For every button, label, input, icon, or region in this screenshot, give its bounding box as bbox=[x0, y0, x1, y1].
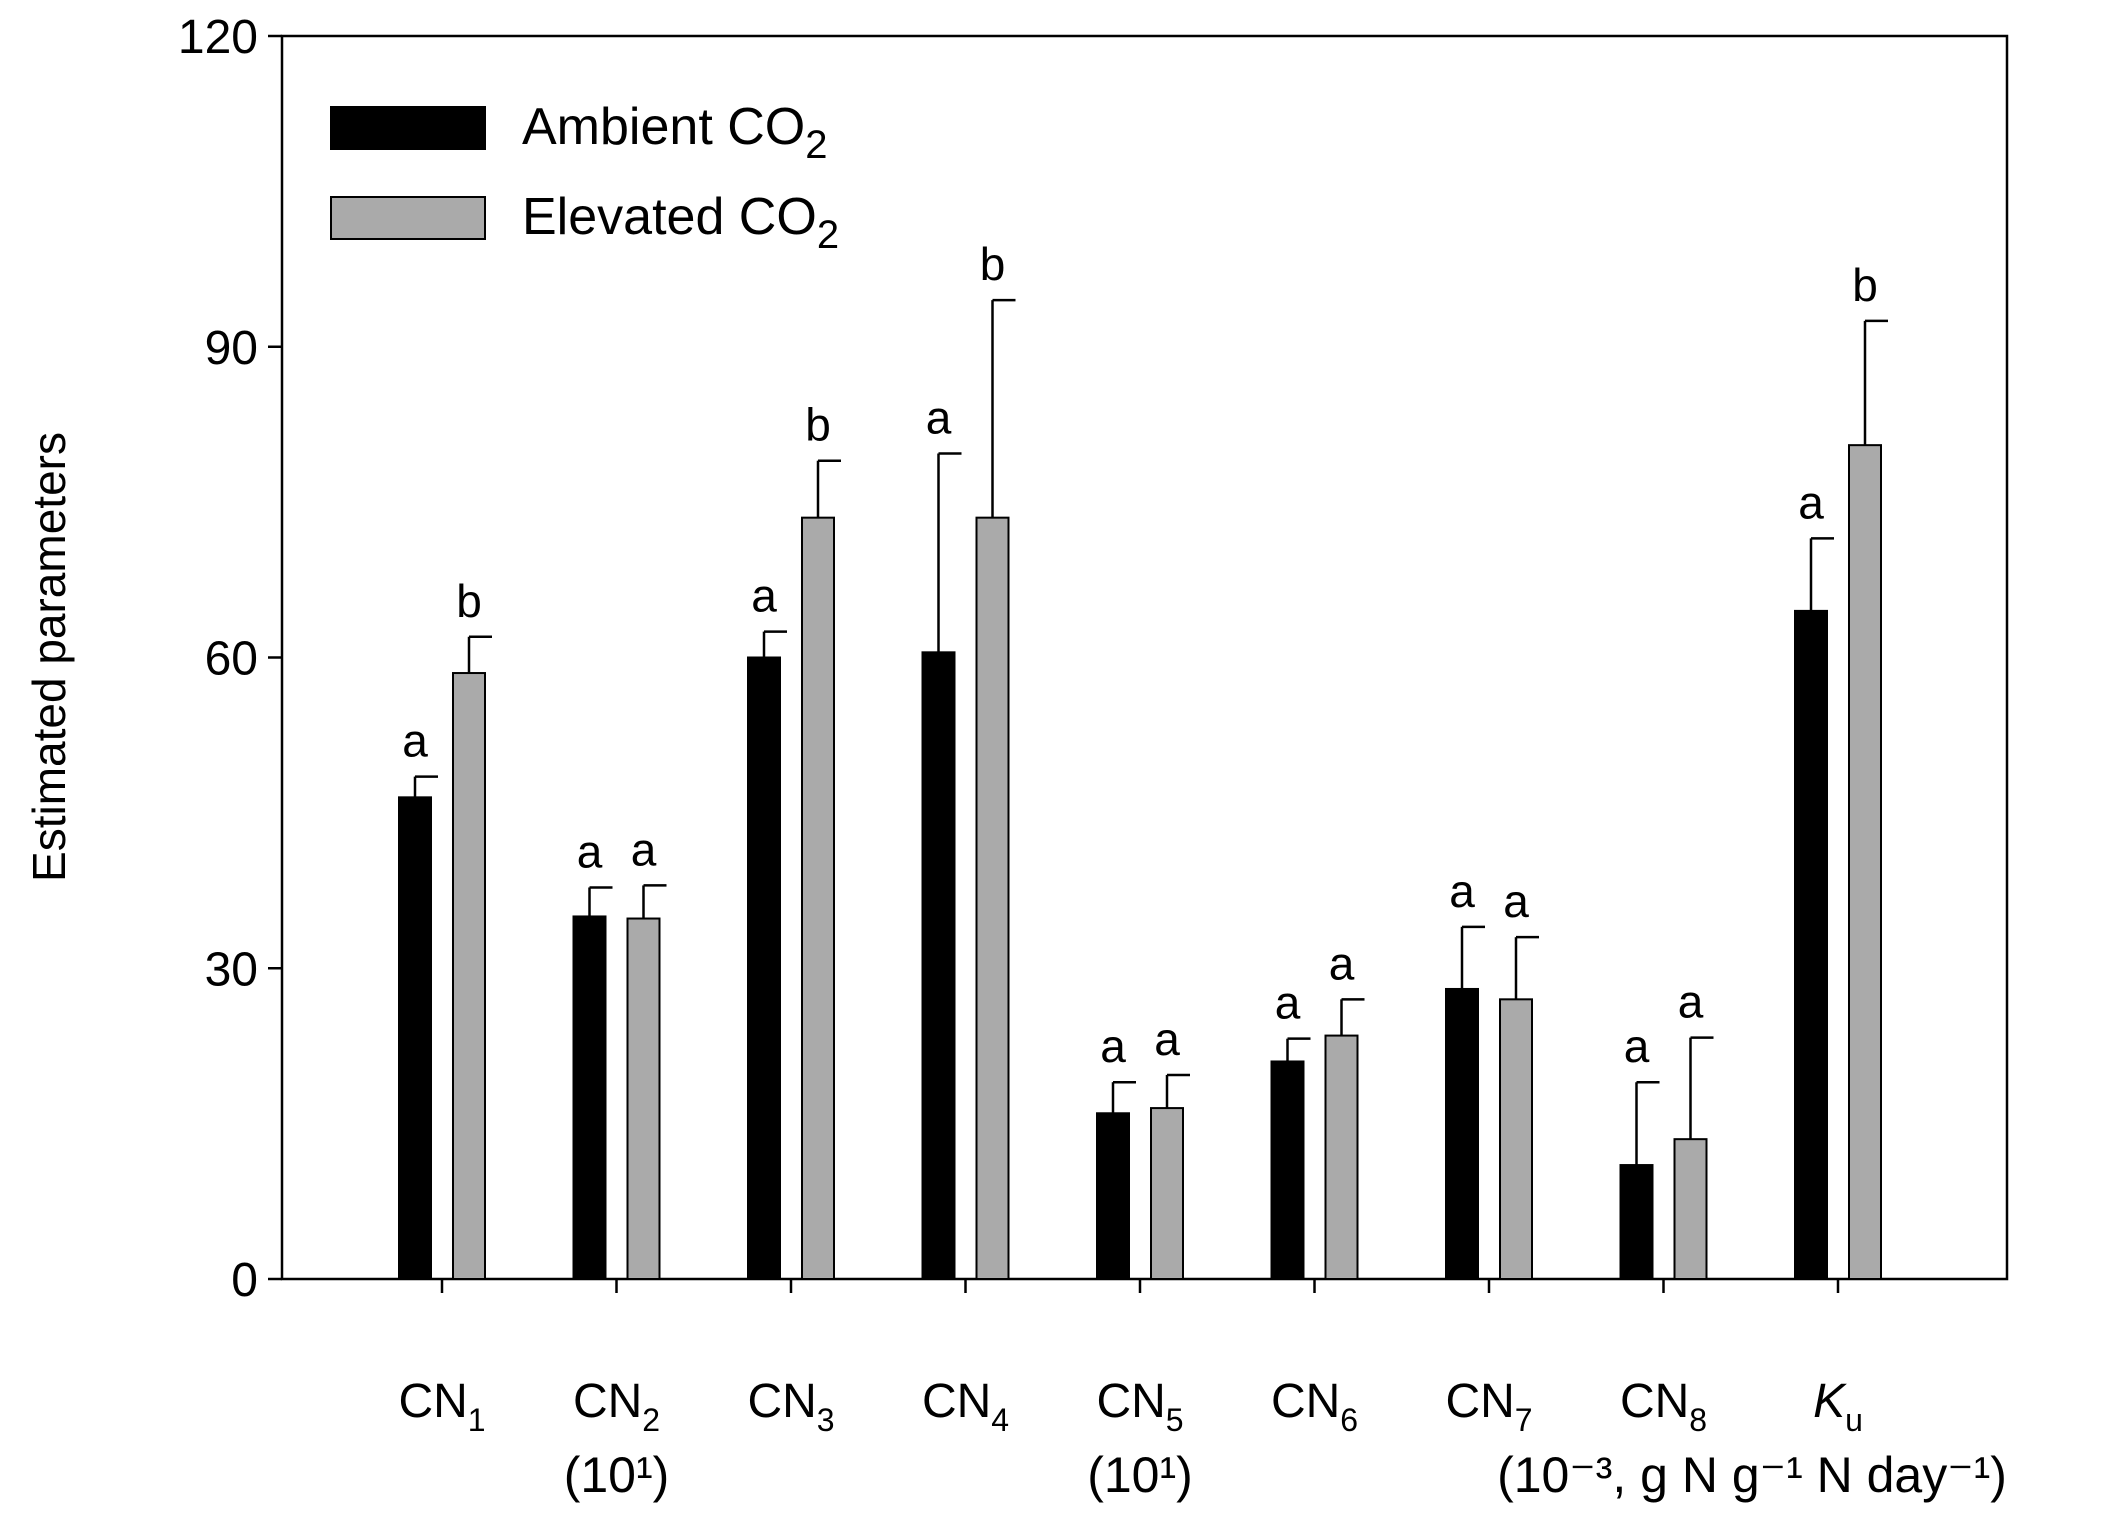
bar-group-ambient: a bbox=[1619, 1020, 1660, 1281]
bar-group-elevated: b bbox=[801, 399, 841, 1280]
y-tick-label: 120 bbox=[178, 11, 258, 64]
bar-group-ambient: a bbox=[1096, 1020, 1136, 1281]
bar-group-ambient: a bbox=[747, 570, 787, 1280]
x-tick-label: CN5 bbox=[1096, 1375, 1183, 1438]
significance-letter: b bbox=[805, 399, 831, 451]
x-tick-label: CN1 bbox=[398, 1375, 485, 1438]
bar bbox=[1619, 1164, 1654, 1281]
x-tick-label: CN8 bbox=[1620, 1375, 1707, 1438]
bar-group-ambient: a bbox=[921, 391, 962, 1280]
bar-group-ambient: a bbox=[1270, 977, 1311, 1280]
bar-group-elevated: a bbox=[1324, 937, 1365, 1281]
bar bbox=[1673, 1138, 1708, 1280]
significance-letter: a bbox=[1624, 1020, 1650, 1072]
significance-letter: a bbox=[1275, 977, 1301, 1029]
significance-letter: a bbox=[1449, 865, 1475, 917]
y-axis: 0 30 60 90 120 bbox=[178, 11, 282, 1307]
significance-letter: a bbox=[402, 715, 428, 767]
significance-letter: a bbox=[751, 570, 777, 622]
significance-letter: a bbox=[1678, 976, 1704, 1028]
x-tick-scale-note: (10¹) bbox=[564, 1447, 670, 1503]
x-tick-label: CN2 bbox=[573, 1375, 660, 1438]
bar-group-elevated: a bbox=[1150, 1013, 1190, 1281]
legend-label: Elevated CO2 bbox=[522, 188, 839, 257]
significance-letter: a bbox=[1798, 476, 1824, 528]
y-axis-label: Estimated parameters bbox=[23, 432, 75, 882]
legend-swatch bbox=[330, 196, 486, 240]
bar bbox=[975, 516, 1010, 1280]
y-tick-label: 60 bbox=[205, 633, 258, 686]
significance-letter: b bbox=[1852, 259, 1878, 311]
bar bbox=[1324, 1034, 1359, 1281]
bar-group-elevated: b bbox=[1848, 259, 1888, 1280]
legend-item-elevated: Elevated CO2 bbox=[330, 188, 839, 257]
legend-label: Ambient CO2 bbox=[522, 98, 827, 167]
x-tick-label: CN6 bbox=[1271, 1375, 1358, 1438]
bar-group-elevated: a bbox=[1673, 976, 1714, 1280]
bar-group-elevated: b bbox=[975, 238, 1016, 1280]
y-tick-label: 90 bbox=[205, 322, 258, 375]
significance-letter: a bbox=[1503, 875, 1529, 927]
bar bbox=[1794, 609, 1828, 1280]
bar bbox=[1848, 444, 1882, 1280]
bar bbox=[626, 917, 661, 1281]
bar bbox=[801, 516, 835, 1280]
significance-letter: a bbox=[1329, 937, 1355, 989]
significance-letter: a bbox=[1154, 1013, 1180, 1065]
y-tick-label: 30 bbox=[205, 943, 258, 996]
x-tick-label: Ku bbox=[1813, 1375, 1863, 1438]
significance-letter: a bbox=[631, 823, 657, 875]
significance-letter: a bbox=[1100, 1020, 1126, 1072]
bar-group-ambient: a bbox=[1445, 865, 1485, 1280]
legend-swatch bbox=[330, 106, 486, 150]
bar bbox=[921, 651, 956, 1280]
significance-letter: b bbox=[456, 575, 482, 627]
bar bbox=[572, 915, 607, 1280]
bar-group-ambient: a bbox=[398, 715, 438, 1281]
x-tick-scale-note: (10¹) bbox=[1087, 1447, 1193, 1503]
bar-group-ambient: a bbox=[572, 825, 613, 1280]
bar-group-elevated: b bbox=[452, 575, 492, 1280]
x-axis-labels: CN1 CN2 (10¹) CN3 CN4 CN5 (10¹) CN6 CN7 CN8 Ku bbox=[398, 1279, 1863, 1503]
significance-letter: a bbox=[926, 391, 952, 443]
bar bbox=[1096, 1112, 1130, 1281]
y-tick-label: 0 bbox=[231, 1254, 258, 1307]
x-axis-unit-note: (10⁻³, g N g⁻¹ N day⁻¹) bbox=[1497, 1447, 2007, 1503]
bar-group-ambient: a bbox=[1794, 476, 1834, 1280]
x-tick-label: CN3 bbox=[747, 1375, 834, 1438]
x-tick-label: CN7 bbox=[1445, 1375, 1532, 1438]
significance-letter: b bbox=[980, 238, 1006, 290]
bar bbox=[1499, 998, 1533, 1280]
bar-group-elevated: a bbox=[626, 823, 667, 1281]
x-tick-label: CN4 bbox=[922, 1375, 1009, 1438]
significance-letter: a bbox=[577, 825, 603, 877]
legend-item-ambient: Ambient CO2 bbox=[330, 98, 827, 167]
bar bbox=[1445, 987, 1479, 1280]
bar bbox=[398, 796, 432, 1281]
bar bbox=[747, 656, 781, 1280]
bar bbox=[452, 672, 486, 1280]
bar bbox=[1150, 1107, 1184, 1281]
legend: Ambient CO2 Elevated CO2 bbox=[330, 98, 839, 257]
bar-group-elevated: a bbox=[1499, 875, 1539, 1280]
bar bbox=[1270, 1060, 1305, 1280]
